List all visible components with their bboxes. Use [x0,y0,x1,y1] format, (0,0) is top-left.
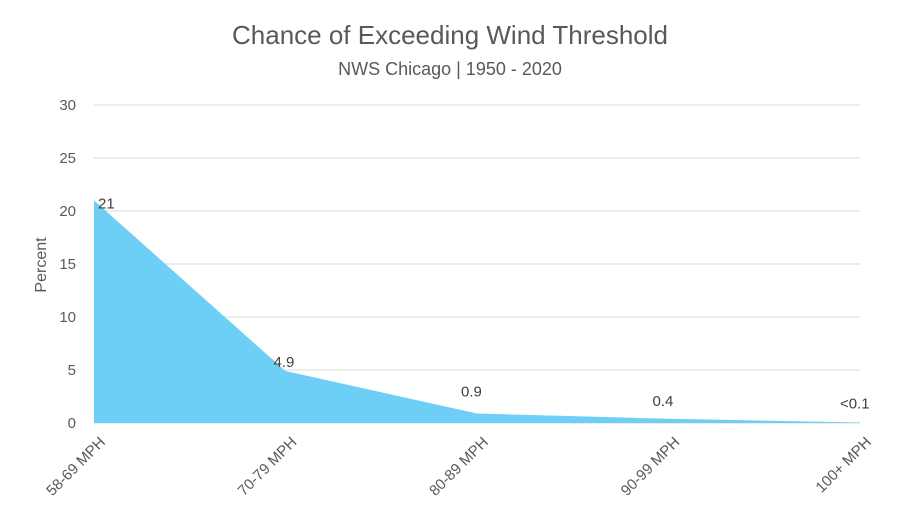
x-tick-label: 70-79 MPH [235,434,301,500]
data-label: 4.9 [274,354,295,371]
y-tick-label: 25 [59,150,76,167]
y-tick-label: 0 [68,415,76,432]
area-fill [94,200,860,423]
x-tick-label: 58-69 MPH [43,434,109,500]
y-tick-label: 20 [59,203,76,220]
area-series [94,200,860,423]
x-tick-label: 90-99 MPH [618,434,684,500]
data-label: 21 [98,195,115,212]
data-label: 0.4 [653,393,674,410]
chart-title: Chance of Exceeding Wind Threshold [232,20,668,50]
x-tick-label: 100+ MPH [812,434,874,496]
x-axis-ticks: 58-69 MPH 70-79 MPH 80-89 MPH 90-99 MPH 100+… [43,434,875,500]
y-axis-label: Percent [33,237,50,293]
chart-subtitle: NWS Chicago | 1950 - 2020 [338,59,562,79]
x-tick-label: 80-89 MPH [426,434,492,500]
data-label: 0.9 [461,383,482,400]
data-labels: 21 4.9 0.9 0.4 <0.1 [98,195,870,412]
y-axis-ticks: 0 5 10 15 20 25 30 [59,97,76,432]
y-tick-label: 15 [59,256,76,273]
y-tick-label: 5 [68,362,76,379]
y-tick-label: 30 [59,97,76,114]
data-label: <0.1 [840,395,870,412]
y-tick-label: 10 [59,309,76,326]
